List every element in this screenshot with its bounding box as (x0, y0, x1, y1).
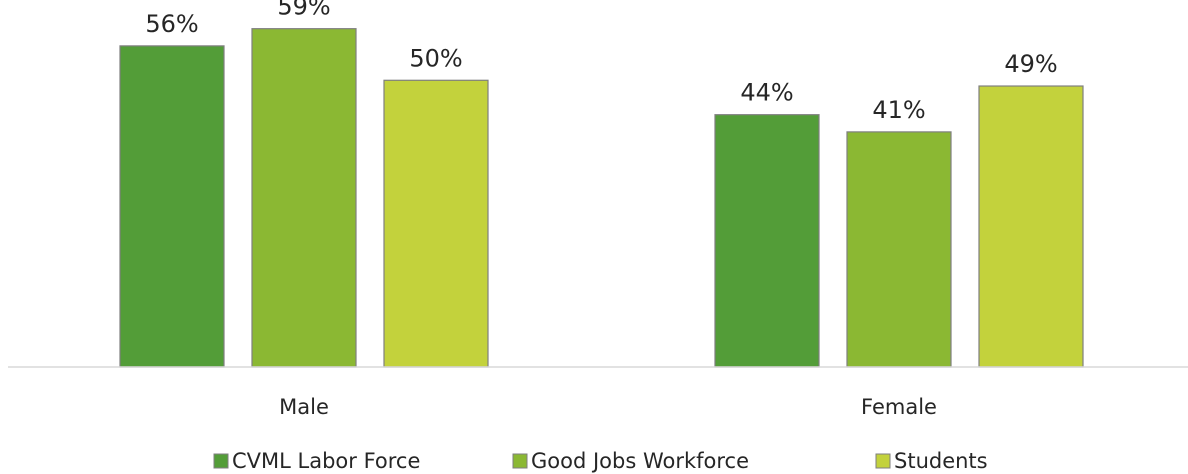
legend-label-2: Students (894, 449, 988, 473)
legend-swatch-2 (875, 453, 891, 469)
data-label-female-1: 41% (872, 96, 925, 124)
bar-female-1 (846, 131, 952, 368)
bar-group (119, 28, 1084, 368)
category-label-male: Male (279, 395, 329, 419)
bar-male-2 (383, 79, 489, 368)
bar-female-2 (978, 85, 1084, 368)
bar-female-0 (714, 114, 820, 368)
data-label-male-0: 56% (145, 10, 198, 38)
data-label-male-1: 59% (277, 0, 330, 21)
legend-label-1: Good Jobs Workforce (531, 449, 749, 473)
data-label-female-2: 49% (1004, 50, 1057, 78)
legend-label-0: CVML Labor Force (232, 449, 420, 473)
data-label-female-0: 44% (740, 79, 793, 107)
category-label-female: Female (861, 395, 937, 419)
legend-swatch-0 (213, 453, 229, 469)
bar-male-0 (119, 45, 225, 368)
legend-swatch-1 (512, 453, 528, 469)
legend: CVML Labor Force Good Jobs Workforce Stude… (213, 449, 988, 473)
data-labels: 56% 59% 50% 44% 41% 49% (145, 0, 1057, 124)
data-label-male-2: 50% (409, 44, 462, 72)
bar-male-1 (251, 28, 357, 368)
category-labels: Male Female (279, 395, 937, 419)
